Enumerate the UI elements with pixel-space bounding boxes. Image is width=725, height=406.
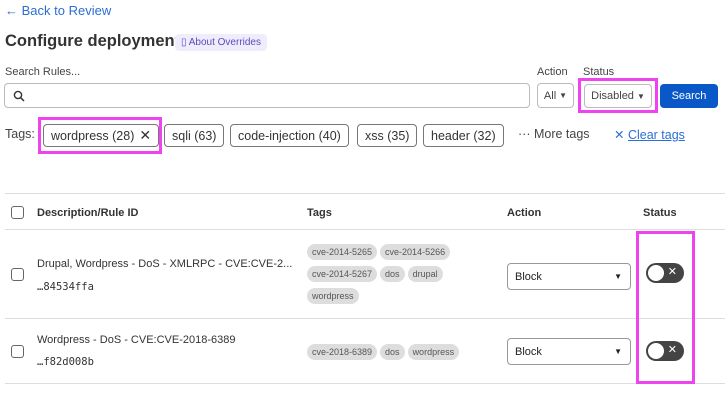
highlight-box	[578, 78, 658, 113]
rule-description: Drupal, Wordpress - DoS - XMLRPC - CVE:C…	[37, 258, 293, 270]
rule-tag: drupal	[407, 266, 443, 282]
rule-tag: wordpress	[307, 288, 359, 304]
tag-chip-label: wordpress (28)	[51, 128, 135, 143]
rule-tag: dos	[380, 344, 405, 360]
highlight-box	[38, 117, 162, 154]
rule-action-value: Block	[515, 270, 542, 283]
status-filter-value: Disabled	[591, 90, 634, 102]
caret-down-icon: ▼	[636, 91, 645, 101]
x-icon: ✕	[667, 266, 677, 278]
rule-description: Wordpress - DoS - CVE:CVE-2018-6389	[37, 334, 236, 346]
table-row: Drupal, Wordpress - DoS - XMLRPC - CVE:C…	[5, 230, 725, 319]
tag-chip-header[interactable]: header (32)	[423, 124, 504, 147]
more-tags-button[interactable]: ··· More tags	[518, 127, 590, 141]
clear-tags-button[interactable]: ✕ Clear tags	[614, 127, 685, 142]
rule-tag: cve-2014-5266	[380, 244, 451, 260]
more-tags-label: More tags	[533, 127, 590, 141]
caret-down-icon: ▼	[559, 91, 568, 100]
rule-action-select[interactable]: Block ▼	[507, 338, 631, 365]
search-label: Search Rules...	[5, 66, 81, 78]
search-button[interactable]: Search	[660, 84, 718, 108]
column-header-description: Description/Rule ID	[37, 207, 139, 219]
x-icon: ✕	[667, 344, 677, 356]
column-header-action: Action	[507, 207, 542, 219]
table-row: Wordpress - DoS - CVE:CVE-2018-6389 …f82…	[5, 319, 725, 384]
rule-status-toggle[interactable]: ✕	[646, 263, 684, 283]
caret-down-icon: ▼	[614, 272, 622, 281]
rule-id: …84534ffa	[37, 281, 94, 293]
search-input[interactable]	[4, 83, 530, 108]
close-icon[interactable]: ✕	[139, 127, 152, 143]
book-icon: ▯	[181, 37, 189, 48]
tag-chip-code-injection[interactable]: code-injection (40)	[230, 124, 349, 147]
tag-chip-xss[interactable]: xss (35)	[357, 124, 418, 147]
action-filter-select[interactable]: All ▼	[537, 83, 574, 108]
rule-tags: cve-2014-5265 cve-2014-5266 cve-2014-5267…	[307, 242, 487, 308]
rule-action-select[interactable]: Block ▼	[507, 263, 631, 290]
rule-tags: cve-2018-6389 dos wordpress	[307, 342, 507, 364]
rule-tag: cve-2014-5267	[307, 266, 378, 282]
status-filter-select[interactable]: Disabled ▼	[584, 84, 652, 108]
rule-tag: cve-2014-5265	[307, 244, 378, 260]
rule-action-value: Block	[515, 345, 542, 358]
tags-label: Tags:	[5, 127, 35, 141]
action-filter-value: All	[543, 89, 557, 102]
status-filter-label: Status	[583, 66, 615, 78]
table-header-row: Description/Rule ID Tags Action Status	[5, 194, 725, 230]
rule-tag: cve-2018-6389	[307, 344, 378, 360]
tag-chip-sqli[interactable]: sqli (63)	[164, 124, 225, 147]
clear-tags-label: Clear tags	[627, 128, 685, 142]
caret-down-icon: ▼	[614, 347, 622, 356]
about-overrides-label: About Overrides	[188, 37, 261, 48]
back-to-review-link[interactable]: ← Back to Review	[5, 3, 112, 18]
action-filter-label: Action	[537, 66, 568, 78]
rule-status-toggle[interactable]: ✕	[646, 341, 684, 361]
search-icon	[13, 90, 25, 102]
rule-tag: dos	[380, 266, 405, 282]
select-all-checkbox[interactable]	[11, 206, 24, 219]
row-checkbox[interactable]	[11, 268, 24, 281]
column-header-status: Status	[643, 207, 677, 219]
highlight-box	[636, 231, 695, 384]
column-header-tags: Tags	[307, 207, 332, 219]
rule-tag: wordpress	[407, 344, 460, 360]
rules-table: Description/Rule ID Tags Action Status D…	[5, 193, 725, 384]
tag-chip-wordpress[interactable]: wordpress (28) ✕	[43, 124, 160, 147]
rule-id: …f82d008b	[37, 356, 94, 368]
page-title: Configure deployment	[5, 32, 181, 50]
close-icon: ✕	[614, 128, 628, 142]
row-checkbox[interactable]	[11, 345, 24, 358]
about-overrides-button[interactable]: ▯ About Overrides	[175, 34, 267, 51]
ellipsis-icon: ···	[518, 127, 534, 141]
